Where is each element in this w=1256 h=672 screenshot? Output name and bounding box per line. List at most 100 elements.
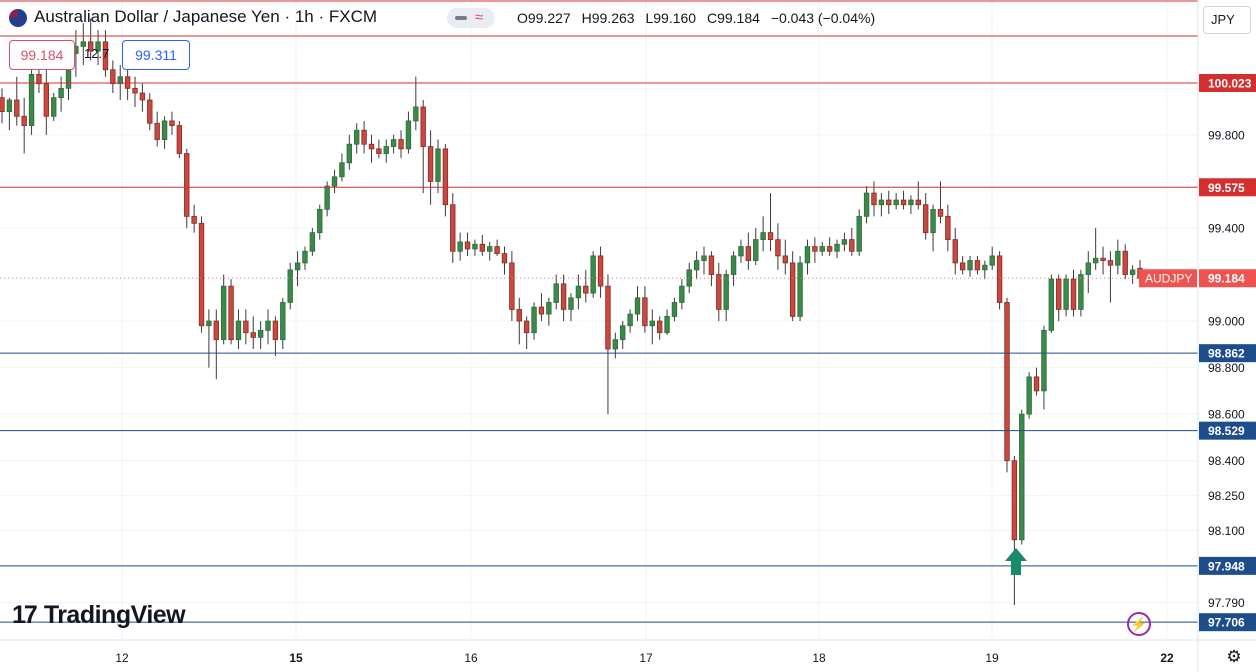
candle-body xyxy=(117,76,123,85)
spread-value: 12.7 xyxy=(84,46,110,61)
plot-background[interactable] xyxy=(0,0,1198,640)
candle-body xyxy=(1100,257,1106,261)
price-tick-label: 98.600 xyxy=(1208,408,1245,422)
candle-body xyxy=(856,215,862,252)
wave-icon[interactable]: ≈ xyxy=(475,9,484,26)
candle-body xyxy=(390,139,397,147)
candle-body xyxy=(841,239,848,245)
candle-body xyxy=(590,255,596,294)
candle-body xyxy=(191,215,197,224)
candle-body xyxy=(1048,278,1055,331)
candle-body xyxy=(405,120,412,150)
candle-body xyxy=(952,239,958,264)
candle-body xyxy=(745,246,752,261)
candle-body xyxy=(531,306,537,334)
candle-body xyxy=(464,241,471,250)
time-tick-label: 18 xyxy=(812,651,826,665)
candle-body xyxy=(176,125,183,154)
candle-body xyxy=(87,41,94,52)
candle-body xyxy=(361,129,367,145)
indicator-pills[interactable]: ≈ xyxy=(447,8,495,28)
candle-body xyxy=(294,262,301,271)
candle-body xyxy=(945,215,951,241)
candle-body xyxy=(450,204,456,252)
candle-body xyxy=(908,199,914,206)
candle-body xyxy=(317,208,323,234)
candle-body xyxy=(36,73,42,85)
candle-body xyxy=(923,204,929,234)
candle-body xyxy=(1129,269,1136,275)
candle-body xyxy=(250,332,256,338)
time-tick-label: 22 xyxy=(1160,651,1174,665)
candle-body xyxy=(583,285,589,294)
candle-body xyxy=(1056,278,1062,310)
settings-icon[interactable]: ⚙ xyxy=(1226,647,1242,666)
level-label-bg xyxy=(1199,344,1256,363)
candle-body xyxy=(767,232,774,241)
candle-body xyxy=(812,246,818,252)
sell-price-button[interactable]: 99.184 xyxy=(9,40,75,70)
candle-body xyxy=(1070,278,1077,310)
lightning-icon[interactable]: ⚡ xyxy=(1127,612,1151,636)
candle-body xyxy=(501,253,508,264)
time-tick-label: 12 xyxy=(115,651,129,665)
candle-body xyxy=(102,41,109,71)
candle-body xyxy=(265,320,271,331)
ohlc-change: −0.043 (−0.04%) xyxy=(770,10,876,26)
tradingview-logo-icon: 17 xyxy=(12,600,38,629)
candle-body xyxy=(738,246,744,257)
symbol-title[interactable]: Australian Dollar / Japanese Yen · 1h · … xyxy=(34,7,378,26)
candle-body xyxy=(930,208,936,234)
tradingview-logo-text: TradingView xyxy=(43,600,186,629)
candle-body xyxy=(1011,460,1018,541)
hide-icon[interactable] xyxy=(455,16,467,20)
candle-body xyxy=(546,302,552,315)
candle-body xyxy=(80,41,86,47)
currency-button[interactable]: JPY xyxy=(1203,6,1251,34)
level-price-label: 100.023 xyxy=(1208,77,1252,91)
candle-body xyxy=(235,320,242,341)
buy-price-button[interactable]: 99.311 xyxy=(122,40,190,70)
candle-body xyxy=(139,92,146,101)
candle-body xyxy=(789,262,796,317)
candle-body xyxy=(642,297,648,327)
candle-body xyxy=(967,260,973,271)
candle-body xyxy=(243,320,249,334)
candle-body xyxy=(383,146,389,154)
candle-body xyxy=(863,192,870,217)
candle-body xyxy=(679,285,685,303)
candle-body xyxy=(198,222,205,327)
candle-body xyxy=(760,232,766,241)
candle-body xyxy=(996,255,1003,303)
candle-body xyxy=(716,274,722,310)
candle-body xyxy=(597,255,604,287)
candle-body xyxy=(649,320,655,327)
ohlc-high: H99.263 xyxy=(581,10,635,26)
level-label-bg xyxy=(1199,74,1256,92)
candle-body xyxy=(782,255,788,264)
candle-body xyxy=(1085,262,1091,275)
candle-body xyxy=(612,339,619,350)
level-label-bg xyxy=(1199,421,1256,440)
candle-body xyxy=(213,320,219,341)
price-tick-label: 98.250 xyxy=(1208,489,1245,503)
candle-body xyxy=(523,320,530,334)
candle-body xyxy=(110,69,116,85)
candle-body xyxy=(878,199,885,206)
candle-body xyxy=(730,255,737,275)
candle-body xyxy=(1004,302,1010,462)
candle-body xyxy=(538,306,545,315)
up-arrow-icon[interactable] xyxy=(1005,548,1027,575)
candle-body xyxy=(886,199,892,206)
candle-body xyxy=(797,262,803,317)
price-tick-label: 98.800 xyxy=(1208,361,1245,375)
candle-body xyxy=(656,320,663,334)
candle-body xyxy=(937,208,944,217)
candle-body xyxy=(893,199,899,206)
ohlc-close: C99.184 xyxy=(706,10,760,26)
candle-body xyxy=(989,255,995,266)
candle-body xyxy=(871,192,877,206)
candle-body xyxy=(1019,413,1025,541)
candle-body xyxy=(560,283,567,310)
